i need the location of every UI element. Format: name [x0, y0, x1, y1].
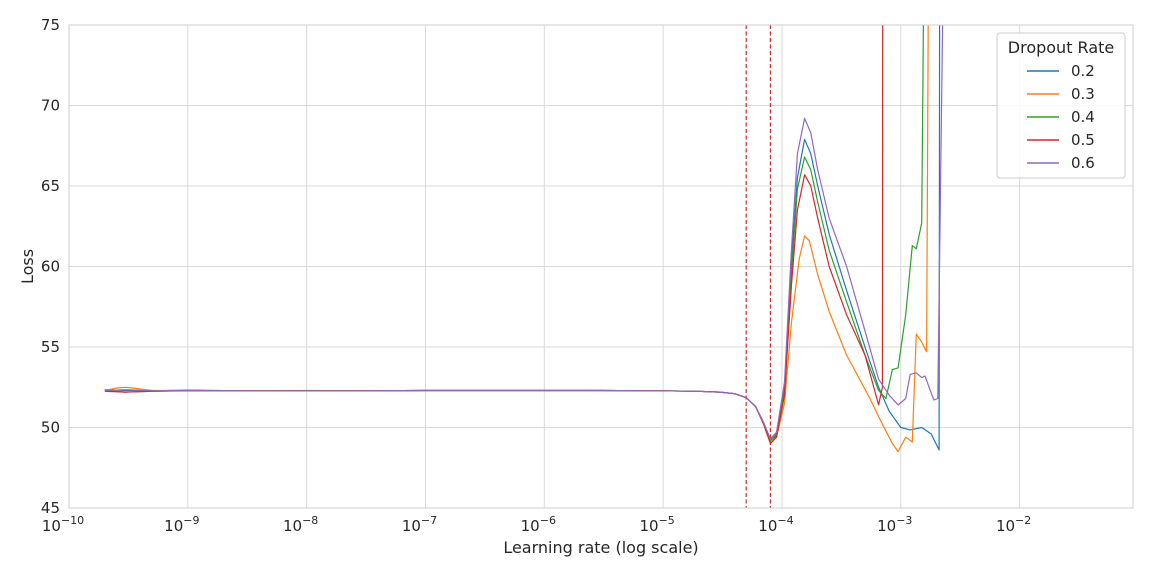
- plot-area-frame: [68, 24, 1134, 509]
- legend-items: 0.2 0.3 0.4 0.5 0.6: [1027, 62, 1095, 172]
- series-lines: [104, 25, 944, 453]
- y-tick-label: 75: [41, 16, 60, 34]
- x-tick-label: 10−10: [42, 514, 84, 535]
- y-axis-ticks: 45 50 55 60 65 70 75: [41, 16, 60, 517]
- y-tick-label: 65: [41, 177, 60, 195]
- threshold-vlines: [745, 25, 772, 508]
- x-tick-label: 10−7: [402, 514, 437, 535]
- x-axis-label: Learning rate (log scale): [503, 538, 698, 557]
- series-line-0.5: [104, 25, 884, 445]
- legend-label: 0.3: [1071, 85, 1095, 103]
- y-tick-label: 50: [41, 419, 60, 437]
- series-line-0.2: [104, 25, 941, 451]
- y-tick-label: 55: [41, 338, 60, 356]
- x-tick-label: 10−9: [164, 514, 199, 535]
- legend-label: 0.6: [1071, 154, 1095, 172]
- x-tick-label: 10−6: [521, 514, 556, 535]
- grid-lines: [68, 24, 1133, 509]
- x-tick-label: 10−5: [639, 514, 674, 535]
- series-line-0.6: [104, 25, 944, 440]
- y-axis-label: Loss: [18, 249, 37, 284]
- x-tick-label: 10−4: [758, 514, 793, 535]
- legend-title: Dropout Rate: [1008, 38, 1114, 57]
- y-tick-label: 60: [41, 258, 60, 276]
- legend: Dropout Rate 0.2 0.3 0.4 0.5 0.6: [996, 32, 1126, 179]
- y-tick-label: 45: [41, 499, 60, 517]
- legend-box: [996, 32, 1126, 179]
- legend-label: 0.4: [1071, 108, 1095, 126]
- series-line-0.3: [104, 25, 929, 453]
- legend-label: 0.2: [1071, 62, 1095, 80]
- legend-label: 0.5: [1071, 131, 1095, 149]
- x-tick-label: 10−3: [877, 514, 912, 535]
- x-tick-label: 10−2: [996, 514, 1031, 535]
- x-tick-label: 10−8: [283, 514, 318, 535]
- y-tick-label: 70: [41, 97, 60, 115]
- x-axis-ticks: 10−10 10−9 10−8 10−7 10−6 10−5 10−4 10−3 10−2: [42, 514, 1031, 535]
- series-line-0.4: [104, 25, 925, 441]
